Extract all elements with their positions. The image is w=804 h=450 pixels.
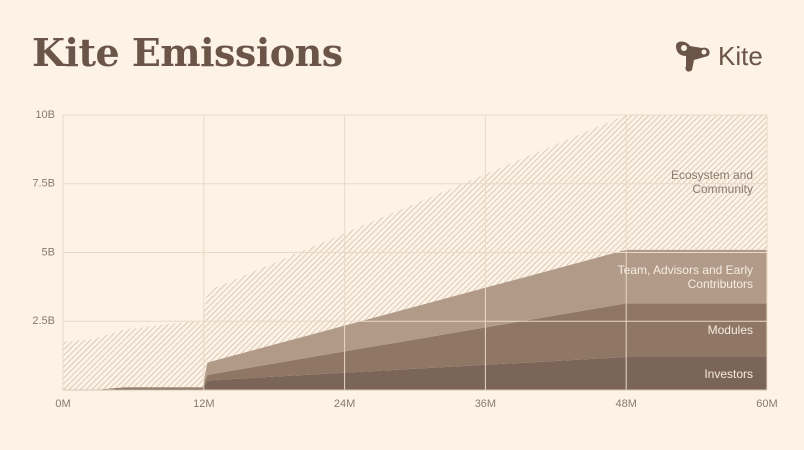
x-tick-label: 48M (615, 398, 636, 410)
logo-text: Kite (718, 40, 763, 71)
x-tick-label: 36M (475, 398, 496, 410)
y-tick-label: 7.5B (32, 178, 55, 190)
area (63, 303, 767, 390)
area (63, 249, 767, 390)
y-tick-label: 10B (35, 109, 55, 121)
logo-icon (676, 41, 710, 72)
x-tick-label: 60M (756, 398, 777, 410)
logo: Kite (672, 38, 763, 74)
series-label: Ecosystem and Community (670, 168, 753, 197)
x-tick-label: 24M (334, 398, 355, 410)
x-tick-label: 0M (55, 398, 70, 410)
series-label: Investors (704, 366, 753, 381)
series-label: Modules (707, 323, 753, 338)
title: Kite Emissions (32, 30, 343, 75)
x-tick-label: 12M (193, 398, 214, 410)
series-label: Team, Advisors and Early Contributors (617, 262, 753, 291)
y-tick-label: 5B (42, 246, 55, 258)
y-tick-label: 2.5B (32, 315, 55, 327)
area (63, 357, 767, 390)
